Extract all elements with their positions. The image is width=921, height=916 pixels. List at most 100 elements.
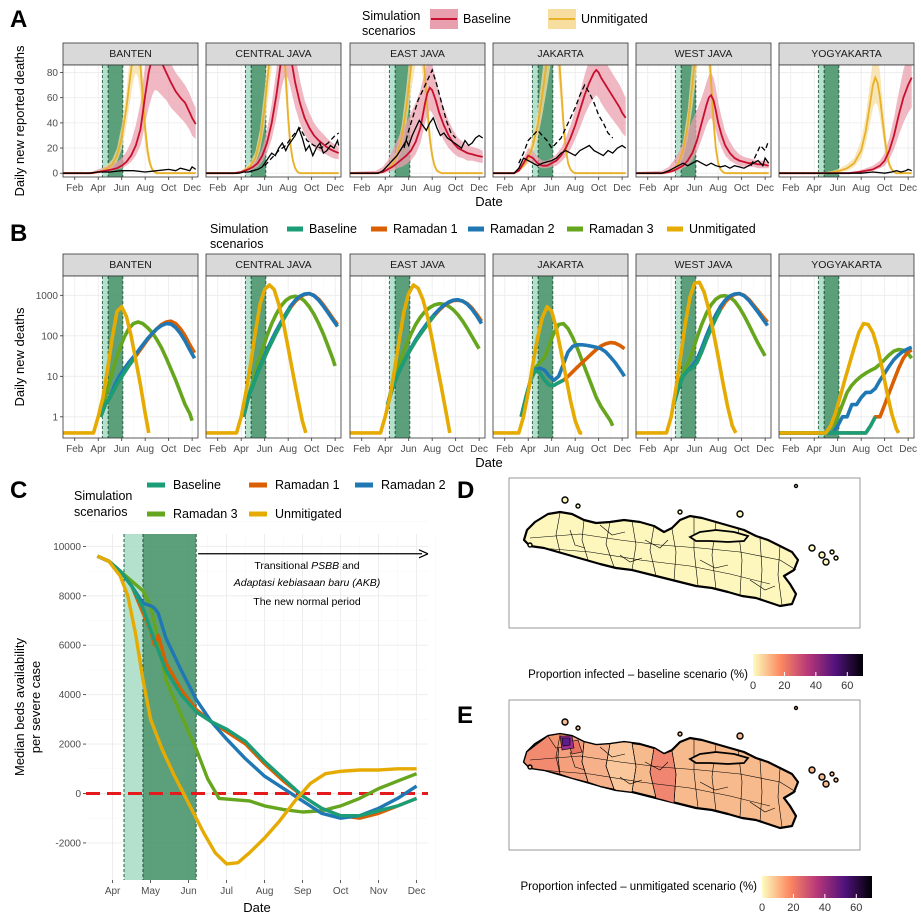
y-axis-title: Daily new deaths — [12, 307, 27, 406]
map-small-island — [793, 705, 799, 711]
legend-title-line: Simulation — [362, 9, 420, 23]
y-axis-title-line: per severe case — [28, 661, 43, 754]
shading-psbb-lead-in — [675, 276, 682, 438]
plot-border — [205, 64, 342, 178]
facet-strip-label: JAKARTA — [537, 259, 583, 271]
map-madura-island — [688, 529, 750, 543]
legend-key-unmitigated: Unmitigated — [667, 222, 756, 236]
shading-psbb — [824, 276, 839, 438]
x-tick-label: Apr — [90, 444, 106, 455]
legend-key-ramadan-2: Ramadan 2 — [468, 222, 555, 236]
x-tick-label: Dec — [470, 183, 488, 194]
map-region-boundary — [693, 739, 699, 809]
legend-label: Ramadan 3 — [589, 222, 654, 236]
map-region-boundary — [777, 767, 783, 828]
data-layer — [636, 65, 770, 175]
x-tick-label: Apr — [233, 444, 249, 455]
legend-label: Baseline — [309, 222, 357, 236]
map-small-island — [829, 549, 835, 555]
series-unmitigated — [350, 65, 483, 175]
x-tick-label: Apr — [520, 444, 536, 455]
facet-banten: BANTEN Feb Apr Jun Aug Oct Dec 0 20 40 60 80 — [47, 42, 201, 194]
x-tick-label: Oct — [734, 444, 750, 455]
map-java — [522, 483, 839, 608]
x-tick-label: Oct — [877, 183, 893, 194]
data-layer — [493, 305, 627, 435]
map-region-boundary — [555, 734, 561, 775]
map-region-boundary — [619, 554, 643, 563]
map-small-island — [575, 725, 581, 731]
map-region-boundary — [749, 579, 776, 591]
map-small-island — [561, 496, 569, 504]
legend-label: Baseline — [463, 12, 511, 26]
map-small-island — [808, 766, 816, 774]
map-small-island — [829, 771, 835, 777]
facet-yogyakarta: YOGYAKARTA Feb Apr Jun Aug Oct Dec — [778, 253, 917, 455]
y-tick-label: 2000 — [59, 740, 82, 751]
x-tick-label: Aug — [709, 444, 727, 455]
series-baseline — [63, 65, 197, 175]
facet-banten: BANTEN Feb Apr Jun Aug Oct Dec 1 10 100 1000 — [36, 253, 201, 455]
x-tick-label: Oct — [448, 183, 464, 194]
x-tick-label: Feb — [66, 183, 84, 194]
series-ramadan-3 — [671, 293, 767, 406]
x-tick-label: Jun — [257, 444, 273, 455]
legend-title-line: scenarios — [74, 505, 128, 519]
map-region-boundary — [605, 521, 615, 568]
annotation-arrow-head — [418, 549, 429, 559]
x-tick-label: Apr — [105, 886, 121, 897]
facet-jakarta: JAKARTA Feb Apr Jun Aug Oct Dec — [492, 253, 631, 455]
x-tick-label: Nov — [370, 886, 388, 897]
x-tick-label: Oct — [333, 886, 349, 897]
map-region-boundary — [649, 747, 657, 799]
x-tick-label: Aug — [709, 183, 727, 194]
x-tick-label: Feb — [782, 444, 800, 455]
x-axis-title: Date — [243, 900, 270, 915]
x-tick-label: Apr — [233, 183, 249, 194]
x-tick-label: Dec — [326, 183, 344, 194]
x-tick-label: Aug — [566, 183, 584, 194]
x-tick-label: Apr — [377, 444, 393, 455]
map-java — [522, 705, 839, 830]
map-region-boundary — [619, 776, 643, 785]
colorbar-tick-label: 40 — [810, 680, 822, 692]
series-unmitigated — [779, 75, 912, 175]
x-tick-label: Jun — [181, 886, 197, 897]
series-reported-dashed — [264, 126, 340, 167]
series-reported — [636, 156, 770, 174]
annotation: Transitional PSBB and Adaptasi kebiasaan … — [198, 549, 429, 608]
shading-psbb-lead-in — [675, 65, 682, 177]
plot-border — [635, 64, 772, 178]
x-tick-label: Aug — [136, 444, 154, 455]
data-layer — [206, 65, 340, 175]
facet-strip-label: EAST JAVA — [390, 48, 445, 60]
shading-psbb-lead-in — [389, 276, 396, 438]
ribbon-baseline — [350, 65, 483, 174]
x-tick-label: Aug — [852, 183, 870, 194]
x-tick-label: Jun — [401, 444, 417, 455]
shading-psbb — [143, 534, 197, 880]
colorbar-tick-label: 40 — [819, 902, 831, 914]
annotation-line-3: The new normal period — [253, 596, 361, 608]
map-region-boundary — [539, 547, 771, 585]
facet-strip-label: YOGYAKARTA — [811, 48, 882, 60]
map-small-island — [736, 732, 744, 740]
colorbar-tick-label: 20 — [778, 680, 790, 692]
series-unmitigated — [63, 305, 151, 435]
y-tick-label: 6000 — [59, 641, 82, 652]
legend-label: Ramadan 3 — [173, 507, 238, 521]
facet-strip-label: EAST JAVA — [390, 259, 445, 271]
series-reported — [206, 126, 340, 174]
legend-label: Ramadan 2 — [490, 222, 555, 236]
annotation-line-1: Transitional PSBB and — [254, 560, 359, 572]
panel-d: D Proportion infected – baseline scenario… — [457, 477, 863, 692]
shading-psbb-lead-in — [245, 65, 252, 177]
map-small-island — [822, 558, 830, 566]
map-region-boundary — [693, 517, 699, 587]
x-tick-label: Dec — [470, 444, 488, 455]
x-tick-label: Dec — [899, 444, 917, 455]
map-region-boundary — [671, 528, 677, 582]
legend-key-baseline: Baseline — [287, 222, 357, 236]
plot-background — [63, 276, 198, 438]
